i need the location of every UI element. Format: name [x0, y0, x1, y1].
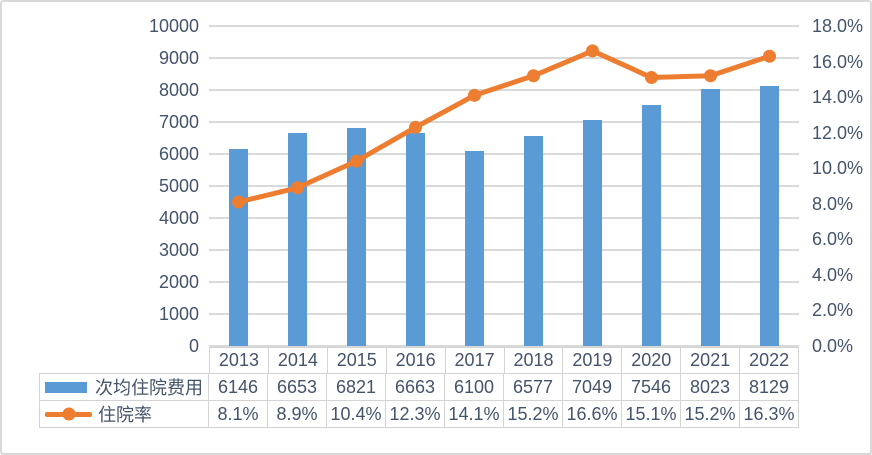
table-row-bar-series: 次均住院费用 6146 6653 6821 6663 6100 6577 7049 7546 8…: [40, 374, 798, 401]
y-axis-right-tick-label: 14.0%: [812, 87, 864, 108]
rate-value-cell: 16.3%: [743, 403, 795, 424]
gridline: [209, 217, 799, 219]
rate-value-cell: 16.6%: [563, 401, 622, 427]
rate-value-cell: 12.3%: [386, 401, 445, 427]
y-axis-right-tick-label: 10.0%: [812, 158, 864, 179]
rate-value-cell: 15.2%: [504, 401, 563, 427]
legend-label-bar: 次均住院费用: [95, 378, 203, 398]
bar: [583, 120, 602, 346]
line-point-marker: [409, 120, 422, 134]
rate-value-cell: 14.1%: [445, 401, 504, 427]
year-cell: 2013: [210, 348, 269, 373]
year-cell: 2017: [446, 348, 505, 373]
y-axis-right-tick-label: 18.0%: [812, 16, 864, 36]
line-point-marker: [350, 154, 363, 168]
y-axis-right-tick-label: 12.0%: [812, 122, 864, 143]
bar-value-cell: 6821: [327, 374, 386, 400]
line-point-marker: [232, 195, 245, 209]
data-table: 次均住院费用 6146 6653 6821 6663 6100 6577 7049 7546 8…: [39, 373, 799, 428]
bar-value-cell: 6577: [504, 374, 563, 400]
y-axis-left-tick-label: 0: [188, 336, 199, 356]
y-axis-right-tick-label: 16.0%: [812, 51, 864, 72]
gridline: [209, 313, 799, 315]
gridline: [209, 249, 799, 251]
line-point-marker: [291, 181, 304, 195]
rate-value-cells: 8.1% 8.9% 10.4% 12.3% 14.1% 15.2% 16.6% 15.1% 15…: [209, 401, 798, 427]
rate-value-cell: 10.4%: [327, 401, 386, 427]
year-cell: 2022: [749, 350, 790, 370]
line-series: [232, 44, 776, 209]
y-axis-right-tick-label: 0.0%: [812, 336, 854, 356]
y-axis-left-tick-label: 8000: [158, 80, 199, 100]
x-axis-category-row: 2013 2014 2015 2016 2017 2018 2019 2020 2021 2022: [209, 347, 799, 374]
legend-item-line: 住院率: [40, 401, 209, 427]
gridline: [209, 121, 799, 123]
bar-value-cell: 6653: [268, 374, 327, 400]
year-cell: 2021: [681, 348, 741, 373]
bar-value-cell: 6663: [386, 374, 445, 400]
bar: [760, 85, 779, 346]
y-axis-left-tick-label: 6000: [158, 144, 199, 164]
rate-value-cell: 15.2%: [681, 401, 740, 427]
y-axis-left: 0 1000 2000 3000 4000 5000 6000 7000 8000 9000 100…: [2, 17, 199, 355]
table-row-line-series: 住院率 8.1% 8.9% 10.4% 12.3% 14.1% 15.2% 16.6% 15.…: [40, 401, 798, 427]
bar-series-swatch-icon: [45, 381, 87, 393]
line-point-marker: [527, 69, 540, 83]
gridline: [209, 25, 799, 27]
year-cell: 2016: [387, 348, 446, 373]
bar-value-cells: 6146 6653 6821 6663 6100 6577 7049 7546 8023 8129: [209, 374, 798, 400]
y-axis-left-tick-label: 10000: [148, 16, 199, 36]
bar: [524, 135, 543, 346]
bar: [406, 132, 425, 346]
y-axis-left-tick-label: 1000: [158, 304, 199, 324]
legend-item-bar: 次均住院费用: [40, 374, 209, 400]
y-axis-right: 0.0% 2.0% 4.0% 6.0% 8.0% 10.0% 12.0% 14.0% 16.0%…: [812, 17, 870, 355]
line-marker-icon: [62, 407, 75, 421]
y-axis-right-tick-label: 2.0%: [812, 300, 854, 321]
bar-value-cell: 7049: [563, 374, 622, 400]
plot-area: [209, 25, 799, 347]
line-point-marker: [645, 71, 658, 85]
bar-value-cell: 6146: [209, 374, 268, 400]
rate-value-cell: 8.1%: [209, 401, 268, 427]
year-cell: 2015: [328, 348, 387, 373]
bar: [347, 127, 366, 346]
y-axis-left-tick-label: 7000: [158, 112, 199, 132]
line-point-marker: [763, 49, 776, 63]
bar: [701, 89, 720, 346]
y-axis-left-tick-label: 9000: [158, 48, 199, 68]
y-axis-right-tick-label: 6.0%: [812, 229, 854, 250]
line-point-marker: [586, 44, 599, 58]
bar-value-cell: 6100: [445, 374, 504, 400]
gridline: [209, 153, 799, 155]
gridline: [209, 89, 799, 91]
line-point-marker: [468, 88, 481, 102]
y-axis-left-tick-label: 5000: [158, 176, 199, 196]
gridline: [209, 185, 799, 187]
line-series-swatch-icon: [45, 407, 92, 421]
bar-value-cell: 8129: [748, 376, 790, 397]
year-cell: 2018: [505, 348, 564, 373]
rate-value-cell: 15.1%: [622, 401, 681, 427]
year-cell: 2020: [622, 348, 682, 373]
year-cell: 2019: [563, 348, 623, 373]
bar-value-cell: 7546: [622, 374, 681, 400]
line-path: [236, 48, 772, 205]
year-cell: 2014: [269, 348, 328, 373]
bar: [465, 150, 484, 346]
y-axis-left-tick-label: 4000: [158, 208, 199, 228]
y-axis-left-tick-label: 3000: [158, 240, 199, 260]
rate-value-cell: 8.9%: [268, 401, 327, 427]
y-axis-right-tick-label: 4.0%: [812, 264, 854, 285]
legend-label-line: 住院率: [98, 405, 152, 425]
bar: [642, 104, 661, 346]
line-point-marker: [704, 69, 717, 83]
gridline: [209, 57, 799, 59]
bar-value-cell: 8023: [681, 374, 740, 400]
gridline: [209, 345, 799, 347]
y-axis-left-tick-label: 2000: [158, 272, 199, 292]
gridline: [209, 281, 799, 283]
y-axis-right-tick-label: 8.0%: [812, 193, 854, 214]
